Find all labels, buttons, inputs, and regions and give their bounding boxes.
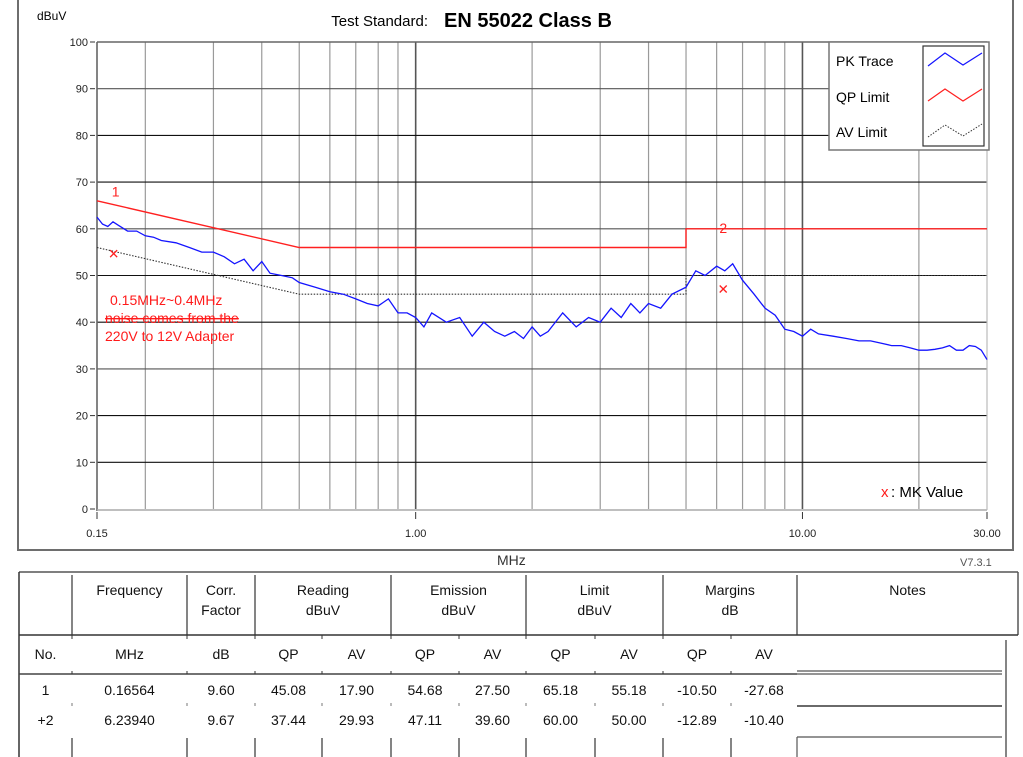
x-tick-label: 10.00 [789,528,817,540]
table-cell: 9.60 [207,682,234,698]
chart-frame [17,0,1014,551]
y-tick-label: 50 [76,271,88,283]
table-cell: 45.08 [271,682,306,698]
series-qp-limit [96,200,987,249]
y-tick-label: 20 [76,411,88,423]
unit-header: MHz [115,646,144,662]
table-cell: -10.50 [677,682,717,698]
table-cell: 6.23940 [104,712,155,728]
y-tick-label: 100 [70,37,88,49]
unit-header: QP [278,646,298,662]
mk-value-text: : MK Value [891,484,963,501]
table-cell: 60.00 [543,712,578,728]
table-cell: -27.68 [744,682,784,698]
series-layer [96,200,988,360]
column-group-subheader: dBuV [441,602,476,618]
column-group-header: Notes [889,582,926,598]
column-group-header: Corr. [206,582,236,598]
y-tick-label: 90 [76,84,88,96]
y-tick-label: 70 [76,177,88,189]
x-tick-label: 1.00 [405,528,426,540]
legend-label-pk: PK Trace [836,53,894,69]
results-table: Frequency Corr. Factor Reading dBuV Emission d… [18,571,1019,757]
x-tick-label: 0.15 [86,528,107,540]
table-cell: -12.89 [677,712,717,728]
title-prefix: Test Standard: [331,13,428,30]
marker-x-icon [109,249,118,258]
y-tick-label: 10 [76,457,88,469]
table-gridlines [18,571,1019,757]
table-cell: 17.90 [339,682,374,698]
annotation-line-2: noise comes from the [105,310,239,326]
table-cell: 55.18 [611,682,646,698]
y-axis-unit: dBuV [37,9,66,23]
series-av-limit [96,246,987,295]
table-cell: 47.11 [408,712,442,728]
version-label: V7.3.1 [960,557,992,569]
y-tick-label: 40 [76,317,88,329]
x-axis-ticks: 0.15 1.00 10.00 30.00 [86,512,1001,540]
unit-header: QP [550,646,570,662]
legend-swatch-qp [927,88,983,102]
table-cell: 50.00 [611,712,646,728]
x-axis-unit: MHz [497,552,526,568]
annotation-line-1: 0.15MHz~0.4MHz [110,292,222,308]
column-group-header: Limit [580,582,610,598]
table-cell: 0.16564 [104,682,155,698]
annotation-line-3: 220V to 12V Adapter [105,328,235,344]
unit-header: AV [755,646,773,662]
table-cell: 29.93 [339,712,374,728]
legend: PK Trace QP Limit AV Limit [828,41,990,151]
y-tick-label: 0 [82,504,88,516]
column-group-subheader: dBuV [577,602,612,618]
column-group-header: Emission [430,582,487,598]
column-group-subheader: dBuV [306,602,341,618]
table-cell: 65.18 [543,682,578,698]
markers-layer: 12 [109,183,728,293]
marker-x-icon [719,285,728,293]
unit-header: AV [348,646,366,662]
table-cell: -10.40 [744,712,784,728]
y-tick-label: 80 [76,130,88,142]
table-cell: +2 [38,712,54,728]
title-standard: EN 55022 Class B [444,10,612,32]
table-cell: 39.60 [475,712,510,728]
mk-value-note: x : MK Value [881,484,963,501]
legend-swatch-av [927,123,983,138]
column-group-header: Reading [297,582,349,598]
marker-label: 2 [719,220,727,236]
table-cell: 27.50 [475,682,510,698]
unit-header: AV [484,646,502,662]
table-cell: 37.44 [271,712,306,728]
annotation-note: 0.15MHz~0.4MHz noise comes from the 220V… [105,292,239,344]
mk-symbol: x [881,484,889,501]
series-pk-trace [96,216,988,360]
y-tick-label: 60 [76,224,88,236]
y-tick-label: 30 [76,364,88,376]
table-text: Frequency Corr. Factor Reading dBuV Emission d… [35,582,926,728]
marker-label: 1 [112,183,120,199]
table-cell: 54.68 [407,682,442,698]
legend-swatch-pk [927,52,983,67]
unit-header: QP [687,646,707,662]
unit-header: AV [620,646,638,662]
emission-chart: 0 10 20 30 40 50 60 70 80 90 100 0.15 1.00 10.00 30.0… [37,9,1001,540]
legend-label-av: AV Limit [836,124,887,140]
legend-label-qp: QP Limit [836,89,890,105]
x-tick-label: 30.00 [973,528,1001,540]
unit-header: QP [415,646,435,662]
y-axis-ticks: 0 10 20 30 40 50 60 70 80 90 100 [70,37,95,516]
table-cell: 9.67 [207,712,234,728]
column-group-subheader: Factor [201,602,241,618]
column-group-header: Margins [705,582,755,598]
column-group-header: Frequency [96,582,162,598]
unit-header: dB [212,646,229,662]
table-cell: 1 [42,682,50,698]
unit-header: No. [35,646,57,662]
column-group-subheader: dB [721,602,738,618]
